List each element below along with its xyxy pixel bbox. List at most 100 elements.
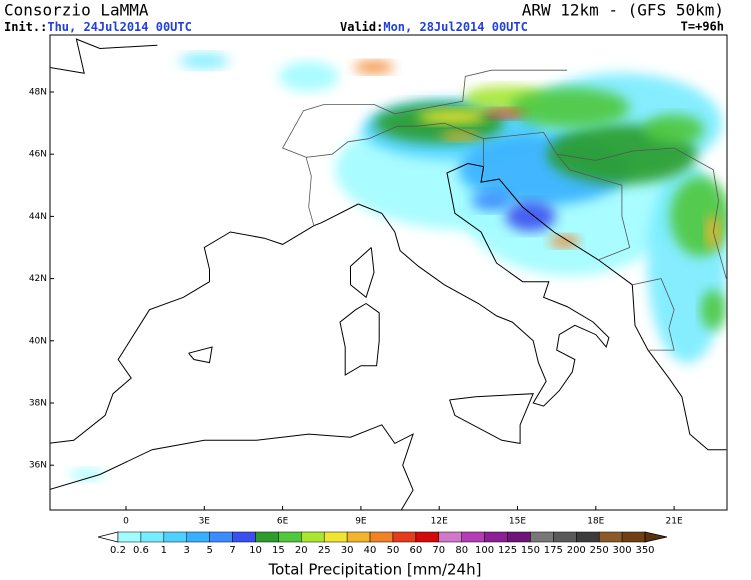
lead-time: T=+96h [681, 20, 724, 34]
colorbar: 0.2 0.6 1 3 5 7 10 15 20 25 30 40 50 60 70 80 100 125 150 1… [97, 531, 668, 556]
precip-area [278, 61, 339, 92]
coastline [188, 346, 213, 364]
lon-label: 15E [509, 517, 526, 527]
border [305, 122, 484, 226]
colorbar-bin [369, 531, 394, 543]
colorbar-bin [461, 531, 485, 543]
map-area [50, 38, 727, 510]
precip-area [440, 130, 481, 141]
border [282, 69, 568, 158]
precip-area [353, 61, 394, 74]
colorbar-label: 80 [455, 545, 468, 556]
lat-label: 44N [29, 212, 47, 222]
colorbar-label: 1 [161, 545, 167, 556]
colorbar-label: 175 [544, 545, 563, 556]
colorbar-label: 30 [341, 545, 354, 556]
colorbar-bin [163, 531, 187, 543]
colorbar-bin [301, 531, 325, 543]
colorbar-bin [484, 531, 508, 543]
colorbar-bin [415, 531, 440, 543]
lon-label: 9E [355, 517, 367, 527]
coastline [50, 203, 359, 444]
border [483, 131, 631, 261]
precip-area [179, 53, 230, 69]
colorbar-title: Total Precipitation [mm/24h] [268, 561, 482, 579]
colorbar-label: 40 [364, 545, 377, 556]
lat-label: 40N [29, 336, 47, 346]
colorbar-bin [507, 531, 531, 543]
colorbar-label: 100 [475, 545, 494, 556]
lat-label: 36N [29, 461, 47, 471]
colorbar-bin [621, 531, 646, 543]
colorbar-bin [140, 531, 165, 543]
colorbar-label: 0.2 [110, 545, 126, 556]
colorbar-label: 60 [410, 545, 423, 556]
colorbar-label: 20 [295, 545, 308, 556]
title: Consorzio LaMMA [4, 1, 149, 20]
colorbar-bin [553, 531, 577, 543]
precip-area [700, 289, 726, 330]
colorbar-label: 15 [272, 545, 285, 556]
colorbar-label: 350 [635, 545, 654, 556]
coastline [50, 424, 414, 510]
coastline [350, 247, 375, 299]
model-label: ARW 12km - (GFS 50km) [522, 1, 724, 20]
lat-label: 48N [29, 88, 47, 98]
colorbar-bin [278, 531, 302, 543]
precip-area [471, 190, 512, 211]
colorbar-label: 7 [229, 545, 235, 556]
colorbar-label: 3 [184, 545, 190, 556]
precip-area [69, 468, 105, 481]
colorbar-label: 0.6 [133, 545, 149, 556]
coastline [449, 393, 534, 444]
lat-label: 46N [29, 150, 47, 160]
coastline [339, 303, 380, 376]
colorbar-label: 5 [206, 545, 212, 556]
precip-area [644, 114, 705, 145]
border [556, 147, 727, 279]
init-time: Thu, 24Jul2014 00UTC [47, 20, 192, 34]
colorbar-bin [392, 531, 417, 543]
colorbar-label: 250 [590, 545, 609, 556]
colorbar-label: 150 [521, 545, 540, 556]
colorbar-under [97, 531, 119, 543]
lon-label: 3E [199, 517, 211, 527]
coastline [358, 162, 727, 451]
colorbar-bin [323, 531, 348, 543]
lon-label: 6E [277, 517, 289, 527]
precip-area [417, 109, 488, 125]
colorbar-bin [438, 531, 462, 543]
lat-label: 42N [29, 274, 47, 284]
colorbar-bin [598, 531, 623, 543]
lon-label: 21E [666, 517, 683, 527]
precip-area [670, 176, 727, 257]
init-prefix: Init.: [4, 20, 47, 34]
precip-area [509, 87, 630, 128]
colorbar-bin [232, 531, 256, 543]
colorbar-label: 50 [387, 545, 400, 556]
colorbar-bin [530, 531, 554, 543]
valid-label: Valid:Mon, 28Jul2014 00UTC [340, 20, 528, 34]
precip-area [549, 235, 580, 248]
colorbar-bin [346, 531, 371, 543]
map-frame [49, 34, 728, 511]
lat-label: 38N [29, 399, 47, 409]
coastline [50, 38, 158, 74]
init-label: Init.:Thu, 24Jul2014 00UTC [4, 20, 192, 34]
colorbar-label: 300 [613, 545, 632, 556]
colorbar-label: 10 [249, 545, 262, 556]
colorbar-label: 125 [498, 545, 517, 556]
lon-label: 18E [587, 517, 604, 527]
lon-label: 0 [123, 517, 129, 527]
valid-prefix: Valid: [340, 20, 383, 34]
border [632, 278, 675, 351]
colorbar-over [644, 531, 668, 543]
colorbar-bin [255, 531, 279, 543]
colorbar-bin [576, 531, 600, 543]
valid-time: Mon, 28Jul2014 00UTC [383, 20, 528, 34]
precip-area [484, 108, 525, 119]
colorbar-label: 70 [432, 545, 445, 556]
colorbar-label: 200 [567, 545, 586, 556]
colorbar-bin [209, 531, 233, 543]
